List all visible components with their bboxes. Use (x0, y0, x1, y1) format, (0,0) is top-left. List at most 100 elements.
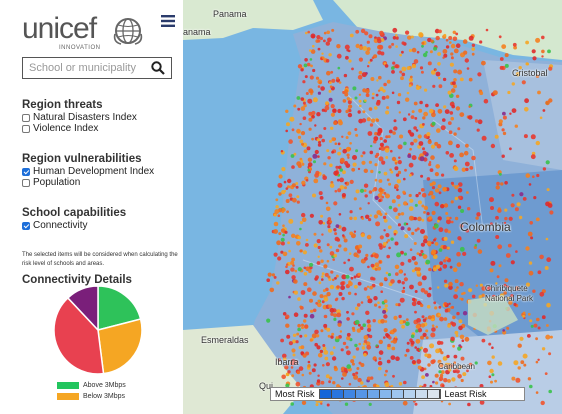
school-point[interactable] (323, 264, 328, 269)
school-point[interactable] (417, 134, 422, 139)
school-point[interactable] (443, 105, 447, 109)
school-point[interactable] (428, 216, 433, 220)
school-point[interactable] (383, 314, 388, 319)
school-point[interactable] (294, 269, 298, 273)
school-point[interactable] (309, 298, 313, 303)
school-point[interactable] (431, 327, 436, 332)
school-point[interactable] (390, 355, 396, 360)
school-point[interactable] (414, 402, 418, 406)
school-point[interactable] (303, 282, 308, 287)
school-point[interactable] (525, 173, 531, 178)
school-point[interactable] (401, 324, 405, 329)
school-point[interactable] (448, 302, 451, 305)
school-point[interactable] (431, 181, 436, 186)
school-point[interactable] (421, 218, 425, 222)
school-point[interactable] (319, 249, 323, 253)
school-point[interactable] (441, 173, 445, 177)
school-point[interactable] (286, 185, 291, 189)
school-point[interactable] (510, 294, 514, 298)
school-point[interactable] (357, 281, 362, 286)
school-point[interactable] (518, 66, 522, 70)
school-point[interactable] (365, 214, 370, 219)
school-point[interactable] (363, 353, 367, 357)
school-point[interactable] (463, 50, 468, 55)
school-point[interactable] (375, 221, 381, 227)
school-point[interactable] (385, 135, 389, 139)
school-point[interactable] (401, 41, 405, 45)
school-point[interactable] (450, 220, 454, 224)
school-point[interactable] (362, 342, 366, 346)
school-point[interactable] (318, 140, 321, 144)
school-point[interactable] (367, 327, 372, 332)
school-point[interactable] (380, 38, 385, 42)
school-point[interactable] (317, 245, 321, 250)
school-point[interactable] (354, 319, 360, 325)
school-point[interactable] (282, 357, 287, 362)
school-point[interactable] (440, 370, 445, 375)
school-point[interactable] (300, 131, 306, 136)
school-point[interactable] (305, 179, 309, 182)
school-point[interactable] (307, 287, 312, 293)
school-point[interactable] (408, 206, 414, 212)
school-point[interactable] (314, 329, 319, 335)
school-point[interactable] (516, 202, 521, 207)
school-point[interactable] (370, 169, 374, 174)
school-point[interactable] (457, 205, 462, 209)
school-point[interactable] (405, 318, 409, 321)
school-point[interactable] (301, 217, 307, 222)
school-point[interactable] (321, 300, 325, 304)
school-point[interactable] (369, 150, 374, 155)
school-point[interactable] (403, 380, 407, 385)
school-point[interactable] (284, 230, 288, 234)
school-point[interactable] (464, 336, 470, 342)
school-point[interactable] (460, 345, 463, 349)
school-point[interactable] (499, 172, 502, 176)
school-point[interactable] (297, 297, 301, 301)
school-point[interactable] (286, 263, 289, 266)
human-development-checkbox[interactable]: Human Development Index (22, 166, 154, 177)
school-point[interactable] (297, 107, 301, 111)
school-point[interactable] (460, 356, 465, 361)
school-point[interactable] (357, 167, 361, 171)
school-point[interactable] (437, 62, 441, 66)
checkbox-icon[interactable] (22, 124, 30, 133)
school-point[interactable] (411, 269, 416, 273)
school-point[interactable] (327, 225, 331, 229)
school-point[interactable] (459, 297, 462, 300)
school-point[interactable] (295, 182, 299, 185)
school-point[interactable] (317, 85, 321, 88)
school-point[interactable] (345, 274, 350, 279)
checkbox-icon[interactable] (22, 178, 30, 187)
school-point[interactable] (403, 201, 408, 206)
school-point[interactable] (403, 177, 406, 181)
school-point[interactable] (374, 195, 379, 200)
school-point[interactable] (479, 40, 483, 44)
school-point[interactable] (331, 78, 336, 83)
school-point[interactable] (416, 252, 420, 256)
school-point[interactable] (322, 56, 325, 60)
school-point[interactable] (309, 213, 314, 218)
school-point[interactable] (392, 61, 396, 65)
school-point[interactable] (277, 214, 281, 217)
school-point[interactable] (483, 98, 489, 104)
school-point[interactable] (310, 309, 314, 313)
school-point[interactable] (378, 305, 381, 309)
school-point[interactable] (347, 112, 353, 118)
school-point[interactable] (357, 74, 363, 80)
school-point[interactable] (478, 295, 483, 299)
school-point[interactable] (387, 135, 391, 139)
school-point[interactable] (419, 156, 425, 162)
school-point[interactable] (352, 372, 356, 377)
school-point[interactable] (421, 44, 424, 48)
school-point[interactable] (546, 324, 549, 327)
school-point[interactable] (339, 168, 343, 172)
school-point[interactable] (354, 284, 358, 289)
school-point[interactable] (290, 366, 294, 369)
school-point[interactable] (406, 66, 411, 70)
school-point[interactable] (331, 356, 337, 361)
school-point[interactable] (408, 215, 414, 221)
school-point[interactable] (365, 93, 370, 98)
school-point[interactable] (417, 281, 423, 287)
school-point[interactable] (390, 149, 393, 153)
school-point[interactable] (337, 66, 341, 70)
